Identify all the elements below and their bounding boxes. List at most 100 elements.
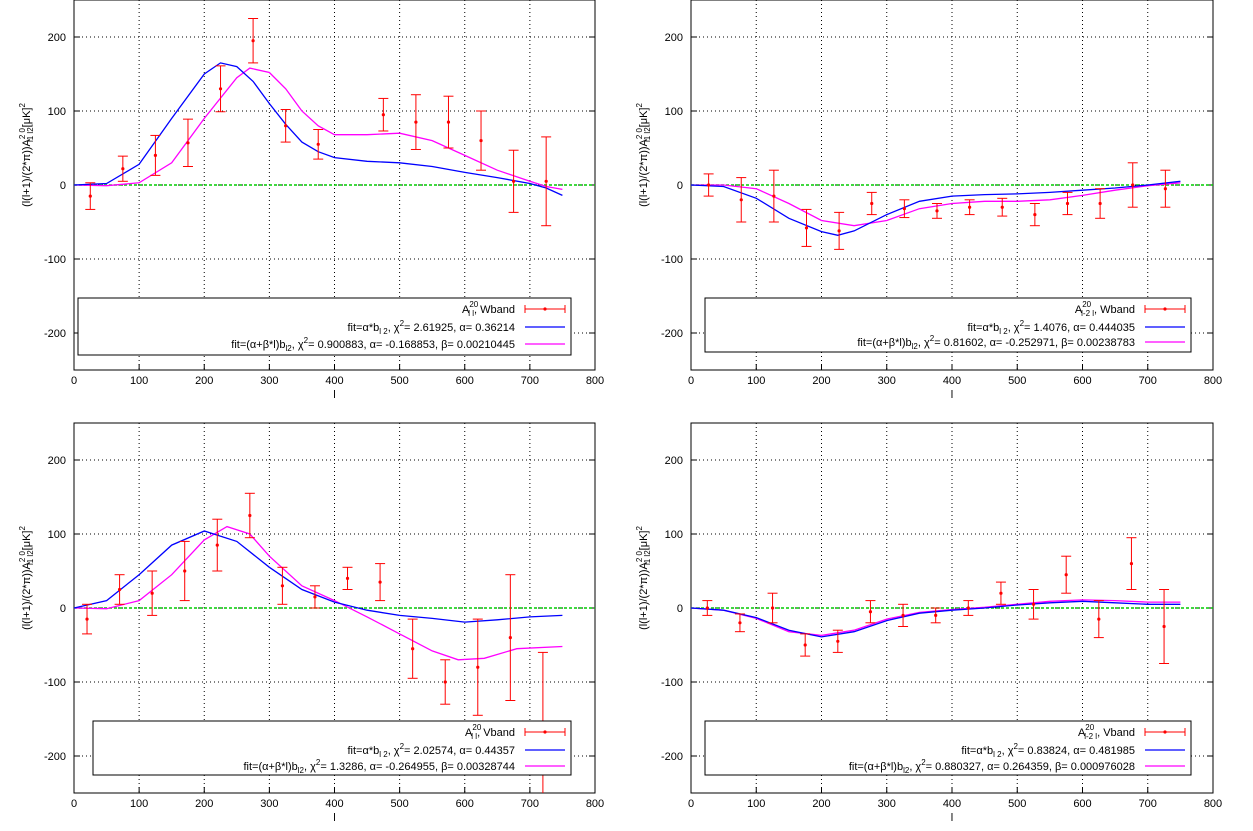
legend-fit2-sub: l2 — [912, 342, 919, 351]
data-point — [284, 124, 288, 128]
y-axis-label-main: (l(l+1)/(2*π))A — [21, 561, 33, 629]
data-point — [186, 141, 190, 145]
x-tick-label: 600 — [1073, 798, 1091, 810]
data-point — [804, 226, 809, 230]
x-tick-label: 0 — [688, 798, 694, 810]
legend-data-sub: l l — [468, 309, 474, 318]
legend-data-sup: 20 — [469, 300, 478, 309]
data-point — [414, 120, 418, 124]
x-tick-label: 300 — [878, 375, 896, 387]
x-tick-label: 500 — [1008, 375, 1026, 387]
legend-fit1-chi: , χ — [388, 322, 400, 334]
legend-entry-data: A20 l-2 l, Vband — [1078, 723, 1135, 741]
y-tick-label: 200 — [665, 455, 683, 467]
y-tick-label: 100 — [665, 529, 683, 541]
legend-fit2-pre: fit=(α+β*l)b — [849, 761, 903, 773]
data-point — [1097, 617, 1101, 621]
data-point — [88, 194, 92, 198]
data-point — [803, 643, 807, 647]
y-axis-label-unit-sup: 2 — [635, 526, 644, 531]
chart-panel-2: 0 100 200 300 400 500 600 700 800 -200 -100 0 100 200… — [635, 0, 1222, 401]
data-point — [446, 120, 451, 124]
y-axis-label-unit: [μK] — [21, 531, 33, 551]
x-tick-label: 600 — [1073, 375, 1091, 387]
y-axis-label: (l(l+1)/(2*π))A2 0l1 l2[μK]2 — [18, 526, 35, 630]
legend-entry-fit2: fit=(α+β*l)bl2, χ2= 0.880327, α= 0.26435… — [849, 758, 1135, 775]
y-tick-label: 0 — [677, 603, 683, 615]
data-point — [248, 513, 252, 518]
legend-fit1-chi: , χ — [1002, 745, 1014, 757]
legend-entry-fit2: fit=(α+β*l)bl2, χ2= 1.3286, α= -0.264955… — [244, 758, 516, 775]
data-point — [1065, 201, 1070, 206]
legend-fit1-chi-sup: 2 — [1013, 742, 1018, 751]
x-tick-label: 500 — [1008, 798, 1026, 810]
legend-data-point — [1163, 730, 1167, 734]
legend-data-symbol: A — [1078, 727, 1086, 739]
legend-fit1-values: = 1.4076, α= 0.444035 — [1024, 322, 1135, 334]
legend-entry-fit2: fit=(α+β*l)bl2, χ2= 0.900883, α= -0.1688… — [231, 336, 515, 353]
data-point — [117, 587, 122, 592]
data-point — [705, 606, 709, 610]
legend-fit1-chi-sup: 2 — [400, 319, 405, 328]
legend-data-sup: 20 — [472, 723, 481, 732]
data-point — [901, 613, 905, 618]
legend-entry-data: A20 l-2 l, Wband — [1075, 300, 1135, 318]
y-tick-label: -100 — [661, 677, 683, 689]
y-axis-label-sub: l1 l2 — [26, 550, 35, 565]
y-axis-label: (l(l+1)/(2*π))A2 0l1 l2[μK]2 — [18, 103, 35, 207]
legend-fit1-chi-sup: 2 — [400, 742, 405, 751]
legend-data-band: , Vband — [1097, 727, 1135, 739]
y-tick-label: 200 — [48, 32, 66, 44]
y-tick-label: 100 — [665, 106, 683, 118]
x-axis-label: l — [951, 812, 953, 824]
legend-fit2-pre: fit=(α+β*l)b — [244, 761, 298, 773]
x-tick-label: 700 — [521, 798, 539, 810]
x-tick-label: 800 — [586, 375, 604, 387]
legend-fit1-values: = 0.83824, α= 0.481985 — [1018, 745, 1135, 757]
legend-entry-fit1: fit=α*bl 2, χ2= 1.4076, α= 0.444035 — [967, 319, 1135, 336]
data-point — [443, 680, 447, 684]
x-tick-label: 400 — [943, 798, 961, 810]
y-tick-label: 200 — [48, 455, 66, 467]
legend-data-band: , Wband — [1094, 304, 1135, 316]
legend-data-point — [543, 730, 547, 734]
legend-fit1-values: = 2.61925, α= 0.36214 — [404, 322, 515, 334]
x-axis-label: l — [333, 389, 335, 401]
legend-fit1-chi-sup: 2 — [1020, 319, 1025, 328]
y-axis-label-unit-sup: 2 — [18, 526, 27, 531]
legend-entry-data: A20 l l, Vband — [465, 723, 515, 741]
legend-fit1-values: = 2.02574, α= 0.44357 — [404, 745, 515, 757]
legend-fit1-pre: fit=α*b — [961, 745, 993, 757]
data-point — [738, 621, 742, 625]
y-axis-label-unit-sup: 2 — [635, 103, 644, 108]
y-axis-label-main: (l(l+1)/(2*π))A — [638, 138, 650, 206]
x-tick-label: 0 — [71, 375, 77, 387]
data-point — [313, 595, 317, 599]
x-tick-label: 600 — [456, 375, 474, 387]
x-tick-label: 300 — [878, 798, 896, 810]
data-point — [508, 636, 512, 640]
legend-fit2-values: = 1.3286, α= -0.264955, β= 0.00328744 — [320, 761, 515, 773]
legend-data-symbol: A — [1075, 304, 1083, 316]
data-point — [1031, 602, 1036, 606]
legend-data-symbol: A — [462, 304, 470, 316]
y-axis-label-unit: [μK] — [638, 108, 650, 128]
y-axis-label-sup: 2 0 — [635, 127, 644, 139]
legend-fit2-chi-sup: 2 — [930, 334, 935, 343]
data-point — [1000, 205, 1004, 209]
legend-data-sub: l l — [471, 732, 477, 741]
legend-data-sup: 20 — [1082, 300, 1091, 309]
legend-fit2-chi: , χ — [292, 339, 304, 351]
y-axis-label-sup: 2 0 — [635, 550, 644, 562]
y-axis-label-main: (l(l+1)/(2*π))A — [21, 138, 33, 206]
legend-fit1-sub: l 2 — [993, 750, 1002, 759]
legend-data-symbol: A — [465, 727, 473, 739]
x-tick-label: 800 — [1204, 375, 1222, 387]
x-tick-label: 800 — [1204, 798, 1222, 810]
y-axis-label: (l(l+1)/(2*π))A2 0l1 l2[μK]2 — [635, 526, 652, 630]
y-tick-label: 100 — [48, 106, 66, 118]
legend-fit1-chi: , χ — [1008, 322, 1020, 334]
data-point — [935, 209, 939, 213]
